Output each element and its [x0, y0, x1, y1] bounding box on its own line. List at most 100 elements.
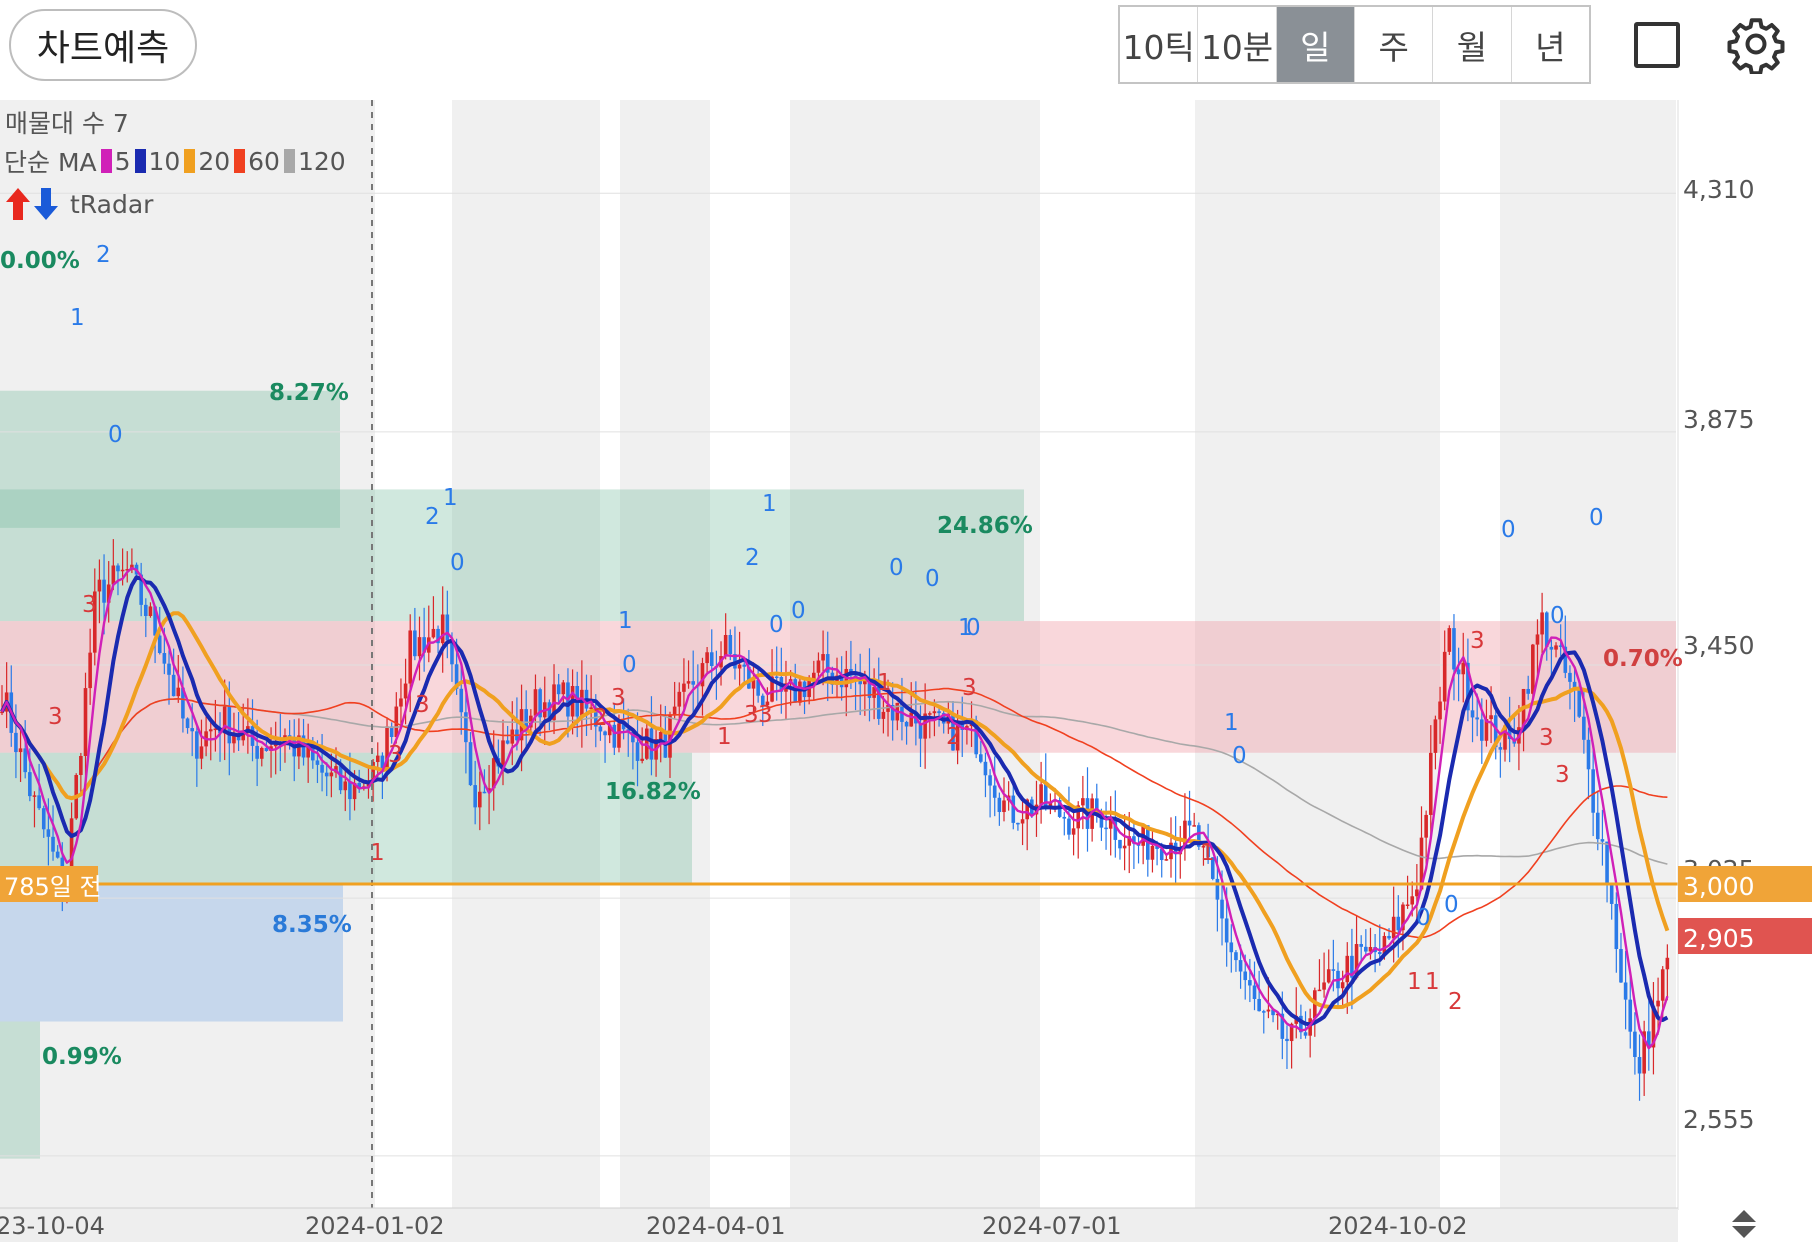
candle-body [1132, 836, 1136, 844]
candle-body [1359, 944, 1363, 947]
period-tab-year[interactable]: 년 [1535, 27, 1566, 67]
x-tick-label: 2024-10-02 [1328, 1212, 1467, 1240]
reference-line-label: 785일 전 [4, 873, 102, 901]
candle-body [1197, 825, 1201, 847]
chart-background [0, 100, 1676, 1208]
candle-body [1410, 896, 1415, 905]
candle-body [1201, 846, 1206, 848]
candle-body [1081, 798, 1085, 806]
candle-body [770, 676, 774, 702]
ma-legend[interactable]: 단순 MA 5 10 20 60 120 [4, 143, 346, 179]
square-outline-icon[interactable] [1634, 22, 1680, 68]
candle-body [617, 723, 621, 748]
volume-zone [0, 621, 1676, 753]
candle-body [92, 591, 97, 653]
candle-body [863, 678, 867, 685]
session-band [600, 100, 620, 1208]
candle-body [324, 772, 329, 777]
ma-60-line [1, 687, 1668, 939]
gear-icon[interactable] [1726, 14, 1786, 74]
candle-body [1475, 717, 1479, 720]
period-tab-day[interactable]: 일 [1276, 7, 1355, 82]
candle-body [1113, 818, 1118, 840]
candle-body [380, 755, 385, 772]
tradar-signal: 1 [1224, 710, 1239, 736]
tradar-signal: 3 [962, 675, 977, 701]
moving-average-lines [0, 566, 1670, 1050]
candle-body [538, 689, 542, 718]
axis-scale-handle-icon[interactable] [1728, 1208, 1760, 1240]
chart-predict-button[interactable]: 차트예측 [9, 9, 197, 81]
tradar-signal: 0 [1416, 905, 1431, 931]
tradar-signal: 1 [958, 615, 973, 641]
candle-body [167, 663, 171, 675]
reference-price-tag: 3,000 [1678, 866, 1812, 902]
tradar-signal: 3 [1539, 725, 1554, 751]
tradar-signal: 0 [966, 615, 981, 641]
zone-label: 8.27% [269, 380, 349, 406]
candle-body [798, 681, 802, 703]
candle-body [1600, 839, 1605, 842]
session-band [1440, 100, 1500, 1208]
candle-body [222, 706, 227, 734]
candle-body [1099, 813, 1104, 828]
candle-body [1387, 935, 1391, 939]
candle-body [1224, 918, 1229, 943]
ma-swatch [283, 149, 295, 173]
candle-body [1651, 1006, 1656, 1048]
candle-body [139, 574, 143, 605]
volume-profile-label: 매물대 수 7 [5, 109, 129, 138]
candle-body [1104, 827, 1108, 830]
tradar-signal: 0 [791, 598, 806, 624]
period-tab-10min[interactable]: 10분 [1198, 7, 1277, 82]
candle-body [1303, 1032, 1308, 1036]
candle-body [992, 785, 997, 798]
x-tick-label: 23-10-04 [0, 1212, 105, 1240]
candle-body [1419, 837, 1424, 890]
candle-body [561, 682, 566, 695]
tradar-signal: 2 [96, 242, 111, 268]
candle-body [185, 718, 190, 729]
candle-body [190, 728, 194, 732]
candle-body [88, 652, 92, 689]
tradar-signal: 3 [744, 702, 759, 728]
candle-body [311, 746, 315, 761]
candle-body [1577, 689, 1582, 717]
candle-body [14, 732, 18, 753]
period-tab-week[interactable]: 주 [1355, 7, 1434, 82]
ma-20-line [0, 611, 1670, 1010]
period-tab-month[interactable]: 월 [1433, 7, 1512, 82]
candle-body [635, 742, 640, 761]
tradar-signal: 1 [1407, 969, 1422, 995]
candle-body [1326, 969, 1331, 983]
tradar-signal: 0 [925, 566, 940, 592]
candle-body [1628, 999, 1633, 1032]
candle-body [1183, 820, 1187, 848]
candle-body [46, 829, 51, 837]
tradar-signal: 0 [108, 422, 123, 448]
tradar-legend[interactable]: tRadar [4, 186, 153, 222]
candle-body [881, 711, 886, 719]
candle-body [1554, 645, 1558, 650]
candle-body [1558, 645, 1563, 647]
candle-body [1071, 828, 1076, 835]
period-tab-10tick[interactable]: 10틱 [1120, 7, 1199, 82]
candle-body [988, 775, 992, 786]
candle-body [23, 748, 27, 773]
candle-body [1614, 903, 1619, 950]
candle-body [1637, 1057, 1642, 1074]
candle-body [1489, 715, 1493, 720]
candle-body [148, 606, 153, 616]
candle-body [1540, 612, 1544, 635]
candle-body [1498, 747, 1503, 750]
candle-body [765, 701, 770, 706]
candle-body [1364, 946, 1368, 952]
candle-body [1155, 845, 1159, 849]
candle-body [264, 747, 269, 752]
candle-body [1331, 969, 1336, 971]
candle-body [1531, 644, 1535, 694]
candle-body [505, 740, 510, 744]
zone-label: 0.99% [42, 1044, 122, 1070]
